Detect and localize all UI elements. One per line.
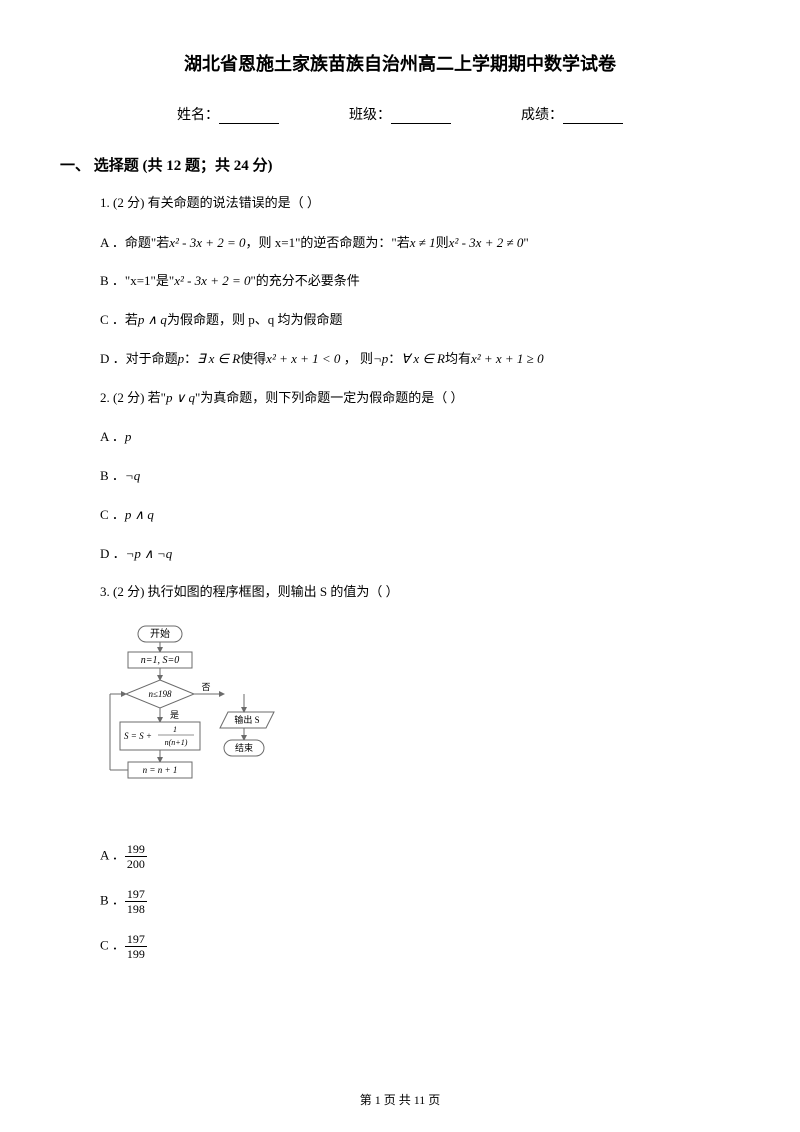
class-field: 班级： [349, 104, 451, 124]
q1d-mid2: 使得 [240, 351, 266, 366]
q1a-mid1: ，则 x=1"的逆否命题为："若 [246, 235, 410, 250]
q3b-frac: 197198 [125, 888, 147, 915]
q1a-eq2: x ≠ 1 [410, 235, 436, 250]
q2c-label: C ． [100, 507, 125, 522]
q1d-eq2: ∃ x ∈ R [197, 351, 240, 366]
flow-calc-num: 1 [173, 725, 177, 734]
q3a-frac: 199200 [125, 843, 147, 870]
class-label: 班级： [349, 108, 391, 123]
q3c-num: 197 [125, 933, 147, 947]
q2-pre: 2. (2 分) 若" [100, 390, 166, 405]
flowchart-svg: 开始 n=1, S=0 n≤198 否 输出 S 结束 是 S = S + 1 … [100, 622, 300, 822]
q1d-mid5: 均有 [445, 351, 471, 366]
q2-post: "为真命题，则下列命题一定为假命题的是（ ） [195, 390, 464, 405]
q1a-pre: A ．命题"若 [100, 235, 169, 250]
q3-option-c: C ．197199 [100, 933, 740, 960]
q1d-mid1: ： [184, 351, 197, 366]
flow-no: 否 [201, 682, 210, 692]
q1c-pre: C ．若 [100, 312, 138, 327]
q2d-eq: ¬p ∧ ¬q [126, 546, 173, 561]
q2a-label: A ． [100, 429, 125, 444]
q1-option-b: B ．"x=1"是"x² - 3x + 2 = 0"的充分不必要条件 [100, 271, 740, 292]
q1b-post: "的充分不必要条件 [251, 273, 360, 288]
q2c-eq: p ∧ q [125, 507, 154, 522]
q3a-num: 199 [125, 843, 147, 857]
q2-stem: 2. (2 分) 若"p ∨ q"为真命题，则下列命题一定为假命题的是（ ） [100, 388, 740, 408]
q2a-eq: p [125, 429, 132, 444]
flowchart: 开始 n=1, S=0 n≤198 否 输出 S 结束 是 S = S + 1 … [100, 622, 740, 827]
flow-init: n=1, S=0 [141, 655, 180, 666]
q1d-eq3: x² + x + 1 < 0 [266, 351, 340, 366]
q2-eq: p ∨ q [166, 390, 195, 405]
name-field: 姓名： [177, 104, 279, 124]
flow-incr: n = n + 1 [143, 765, 178, 775]
q1a-eq3: x² - 3x + 2 ≠ 0 [449, 235, 524, 250]
info-row: 姓名： 班级： 成绩： [60, 104, 740, 124]
q2-option-b: B ．¬q [100, 466, 740, 487]
q1b-eq: x² - 3x + 2 = 0 [174, 273, 250, 288]
score-underline [563, 123, 623, 124]
flow-yes: 是 [170, 710, 179, 720]
flow-start: 开始 [150, 627, 170, 640]
q2b-label: B ． [100, 468, 125, 483]
flow-calc-left: S = S + [124, 731, 152, 741]
q1d-pre: D ．对于命题 [100, 351, 178, 366]
q3-option-a: A ．199200 [100, 843, 740, 870]
q2d-label: D ． [100, 546, 126, 561]
q1b-pre: B ．"x=1"是" [100, 273, 174, 288]
section-header: 一、 选择题 (共 12 题；共 24 分) [60, 154, 740, 175]
q1a-post: " [523, 235, 528, 250]
q1d-eq6: x² + x + 1 ≥ 0 [471, 351, 544, 366]
score-field: 成绩： [521, 104, 623, 124]
page-title: 湖北省恩施土家族苗族自治州高二上学期期中数学试卷 [60, 50, 740, 76]
q3-option-b: B ．197198 [100, 888, 740, 915]
q3b-den: 198 [125, 902, 147, 915]
q3c-den: 199 [125, 947, 147, 960]
flow-output: 输出 S [234, 714, 259, 725]
q3c-label: C ． [100, 937, 125, 952]
q3b-num: 197 [125, 888, 147, 902]
class-underline [391, 123, 451, 124]
name-underline [219, 123, 279, 124]
q1-option-d: D ．对于命题p：∃ x ∈ R使得x² + x + 1 < 0 ， 则¬p：∀… [100, 349, 740, 370]
q1-option-a: A ．命题"若x² - 3x + 2 = 0，则 x=1"的逆否命题为："若x … [100, 233, 740, 254]
q3a-label: A ． [100, 847, 125, 862]
q1a-eq1: x² - 3x + 2 = 0 [169, 235, 245, 250]
flow-cond: n≤198 [149, 689, 172, 699]
q2b-eq: ¬q [125, 468, 140, 483]
name-label: 姓名： [177, 108, 219, 123]
q2-option-a: A ．p [100, 427, 740, 448]
q1c-eq: p ∧ q [138, 312, 167, 327]
q1d-mid4: ： [388, 351, 401, 366]
q3-stem: 3. (2 分) 执行如图的程序框图，则输出 S 的值为（ ） [100, 582, 740, 602]
q3a-den: 200 [125, 857, 147, 870]
q1d-mid3: ， 则 [340, 351, 373, 366]
page-footer: 第 1 页 共 11 页 [0, 1091, 800, 1108]
q1d-eq4: ¬p [373, 351, 388, 366]
q1-stem: 1. (2 分) 有关命题的说法错误的是（ ） [100, 193, 740, 213]
q1d-eq5: ∀ x ∈ R [401, 351, 445, 366]
flow-end: 结束 [235, 742, 253, 753]
q2-option-c: C ．p ∧ q [100, 505, 740, 526]
flow-calc-den: n(n+1) [165, 738, 188, 747]
score-label: 成绩： [521, 108, 563, 123]
q1-option-c: C ．若p ∧ q为假命题，则 p、q 均为假命题 [100, 310, 740, 331]
q1c-post: 为假命题，则 p、q 均为假命题 [167, 312, 343, 327]
q3c-frac: 197199 [125, 933, 147, 960]
q3b-label: B ． [100, 892, 125, 907]
q2-option-d: D ．¬p ∧ ¬q [100, 544, 740, 565]
q1a-mid2: 则 [436, 235, 449, 250]
